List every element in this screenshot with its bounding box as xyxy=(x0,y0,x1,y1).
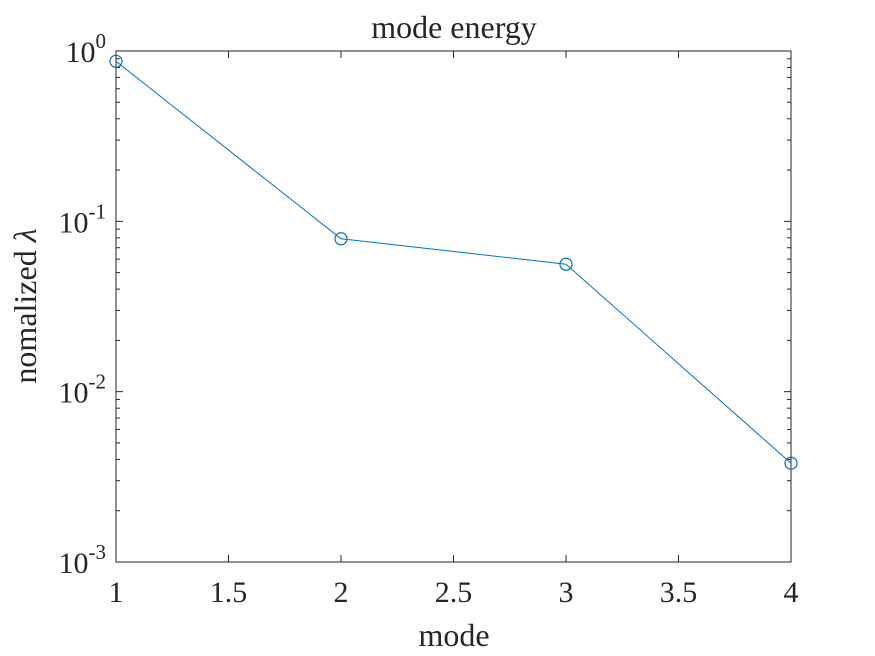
x-tick-label: 2 xyxy=(334,576,349,609)
x-axis-label: mode xyxy=(418,617,489,653)
series-line xyxy=(115,60,792,464)
x-tick-label: 1 xyxy=(109,576,124,609)
x-tick-label: 3 xyxy=(559,576,574,609)
y-tick-exponent: -2 xyxy=(89,370,107,394)
y-tick-base: 10 xyxy=(59,377,89,410)
x-tick-label: 2.5 xyxy=(435,576,473,609)
x-tick-label: 4 xyxy=(784,576,799,609)
data-point xyxy=(559,257,573,271)
y-tick-label: 10-2 xyxy=(59,370,107,410)
chart-title: mode energy xyxy=(371,9,537,45)
x-tick-label: 1.5 xyxy=(210,576,248,609)
series-layer xyxy=(109,54,798,470)
y-tick-exponent: -3 xyxy=(89,540,107,564)
y-tick-base: 10 xyxy=(66,36,96,69)
y-tick-label: 100 xyxy=(66,29,107,69)
y-tick-label: 10-3 xyxy=(59,540,107,580)
y-tick-base: 10 xyxy=(59,547,89,580)
y-tick-label: 10-1 xyxy=(59,199,107,239)
y-tick-exponent: -1 xyxy=(89,199,107,223)
y-tick-exponent: 0 xyxy=(96,29,107,53)
y-axis-label-text: nomalized xyxy=(7,242,43,383)
y-axis-label-symbol: λ xyxy=(7,228,43,243)
x-tick-label: 3.5 xyxy=(660,576,698,609)
x-axis-ticks: 1 1.5 2 2.5 3 3.5 4 xyxy=(109,51,799,609)
y-axis-label: nomalized λ xyxy=(7,228,43,383)
data-point xyxy=(334,232,348,246)
y-tick-base: 10 xyxy=(59,206,89,239)
data-point xyxy=(784,456,798,470)
axes-box xyxy=(115,50,792,563)
data-point xyxy=(109,54,123,68)
